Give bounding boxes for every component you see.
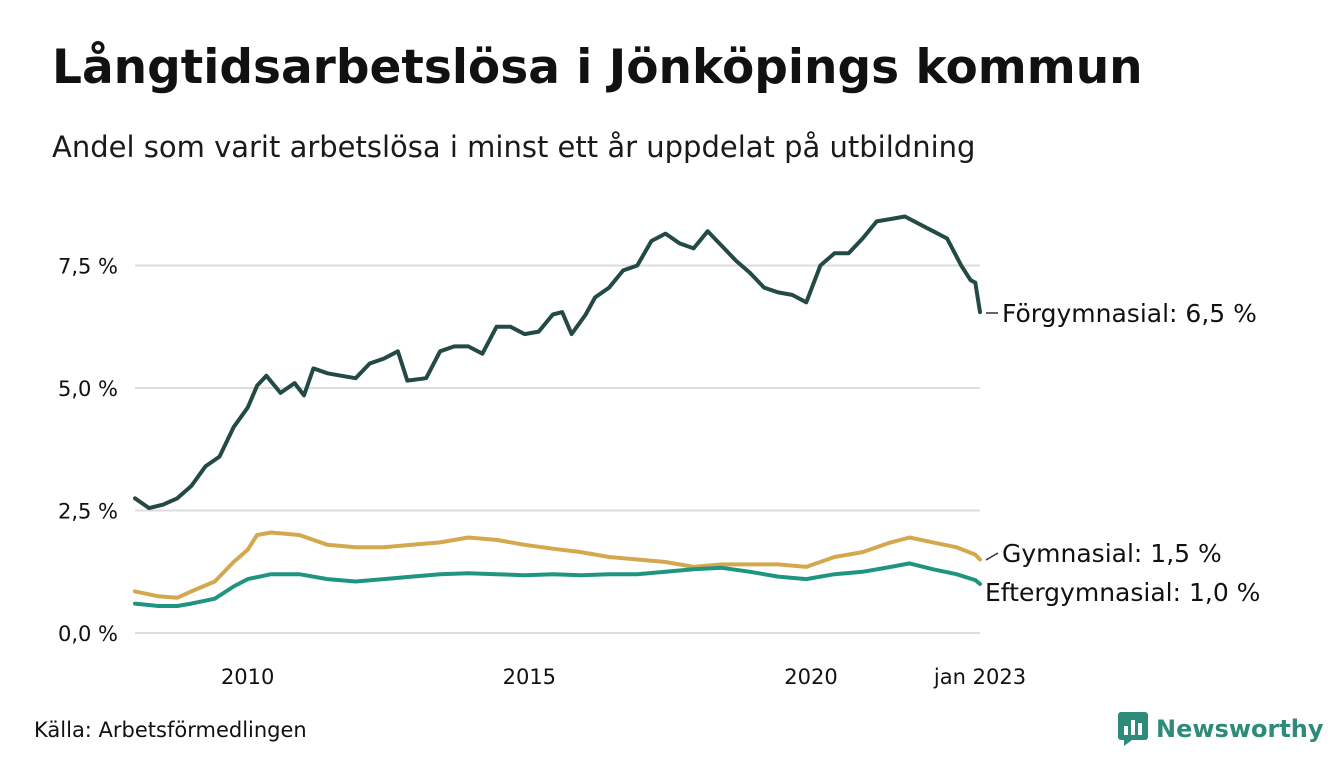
x-axis-ticks: 2010 2015 2020 jan 2023: [221, 665, 1026, 689]
brand-name: Newsworthy: [1156, 715, 1324, 743]
series-labels: Förgymnasial: 6,5 % Gymnasial: 1,5 % Efter…: [985, 299, 1260, 607]
y-axis-ticks: 0,0 % 2,5 % 5,0 % 7,5 %: [58, 255, 118, 647]
gridlines: [135, 264, 980, 634]
chart-subtitle: Andel som varit arbetslösa i minst ett å…: [52, 130, 976, 164]
x-tick-label: 2015: [503, 665, 556, 689]
newsworthy-logo-icon: [1118, 712, 1148, 746]
x-tick-label: 2020: [784, 665, 837, 689]
series-lines: [133, 214, 982, 608]
source-note: Källa: Arbetsförmedlingen: [34, 718, 307, 742]
series-label-gymnasial: Gymnasial: 1,5 %: [1002, 539, 1222, 568]
series-line-förgymnasial: [133, 214, 982, 511]
y-tick-label: 7,5 %: [58, 255, 118, 279]
label-connector: [985, 552, 999, 561]
brand-logo: Newsworthy: [1118, 712, 1324, 746]
chart-title: Långtidsarbetslösa i Jönköpings kommun: [52, 40, 1143, 95]
x-tick-label: 2010: [221, 665, 274, 689]
y-tick-label: 2,5 %: [58, 500, 118, 524]
y-tick-label: 0,0 %: [58, 622, 118, 646]
series-line-gymnasial: [133, 530, 982, 600]
x-tick-label: jan 2023: [933, 665, 1026, 689]
series-line-eftergymnasial: [133, 561, 982, 608]
series-label-förgymnasial: Förgymnasial: 6,5 %: [1002, 299, 1257, 328]
series-label-eftergymnasial: Eftergymnasial: 1,0 %: [985, 578, 1260, 607]
y-tick-label: 5,0 %: [58, 377, 118, 401]
